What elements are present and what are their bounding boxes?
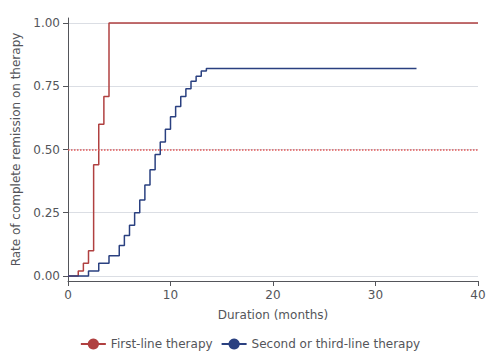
- svg-text:0: 0: [64, 288, 72, 302]
- svg-text:30: 30: [368, 288, 383, 302]
- svg-text:0.50: 0.50: [33, 143, 60, 157]
- svg-text:0.75: 0.75: [33, 79, 60, 93]
- svg-text:10: 10: [163, 288, 178, 302]
- svg-text:Rate of complete remission on: Rate of complete remission on therapy: [9, 33, 23, 267]
- svg-text:40: 40: [470, 288, 485, 302]
- svg-text:Duration (months): Duration (months): [218, 308, 329, 322]
- svg-text:1.00: 1.00: [33, 16, 60, 30]
- svg-text:20: 20: [265, 288, 280, 302]
- svg-text:Second or third-line therapy: Second or third-line therapy: [252, 337, 421, 351]
- svg-text:0.00: 0.00: [33, 269, 60, 283]
- svg-text:First-line therapy: First-line therapy: [111, 337, 213, 351]
- svg-text:0.25: 0.25: [33, 206, 60, 220]
